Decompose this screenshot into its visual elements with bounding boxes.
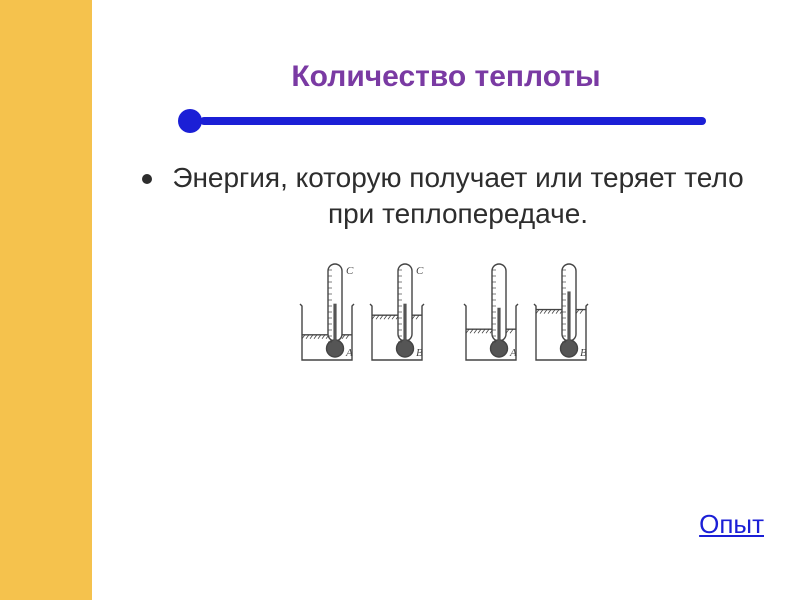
title-divider bbox=[186, 112, 706, 130]
figure-pair-2: A B bbox=[462, 260, 594, 364]
sidebar-accent bbox=[0, 0, 92, 600]
divider-line bbox=[200, 117, 706, 125]
svg-text:B: B bbox=[580, 347, 587, 359]
svg-text:B: B bbox=[416, 347, 423, 359]
slide-title: Количество теплоты bbox=[92, 60, 800, 94]
svg-text:C: C bbox=[346, 265, 354, 277]
svg-text:A: A bbox=[345, 347, 353, 359]
body-text: Энергия, которую получает или теряет тел… bbox=[166, 160, 750, 232]
svg-text:C: C bbox=[416, 265, 424, 277]
body-row: Энергия, которую получает или теряет тел… bbox=[92, 160, 800, 232]
figure-pair-1: CA CB bbox=[298, 260, 430, 364]
slide: Количество теплоты Энергия, которую полу… bbox=[92, 0, 800, 600]
experiment-link[interactable]: Опыт bbox=[699, 509, 764, 540]
bullet-icon bbox=[142, 174, 152, 184]
beaker-thermometer: A bbox=[462, 260, 524, 364]
divider-dot bbox=[178, 109, 202, 133]
svg-text:A: A bbox=[509, 347, 517, 359]
beaker-thermometer: CB bbox=[368, 260, 430, 364]
beaker-thermometer: B bbox=[532, 260, 594, 364]
beaker-thermometer: CA bbox=[298, 260, 360, 364]
figures: CA CB A B bbox=[92, 260, 800, 364]
